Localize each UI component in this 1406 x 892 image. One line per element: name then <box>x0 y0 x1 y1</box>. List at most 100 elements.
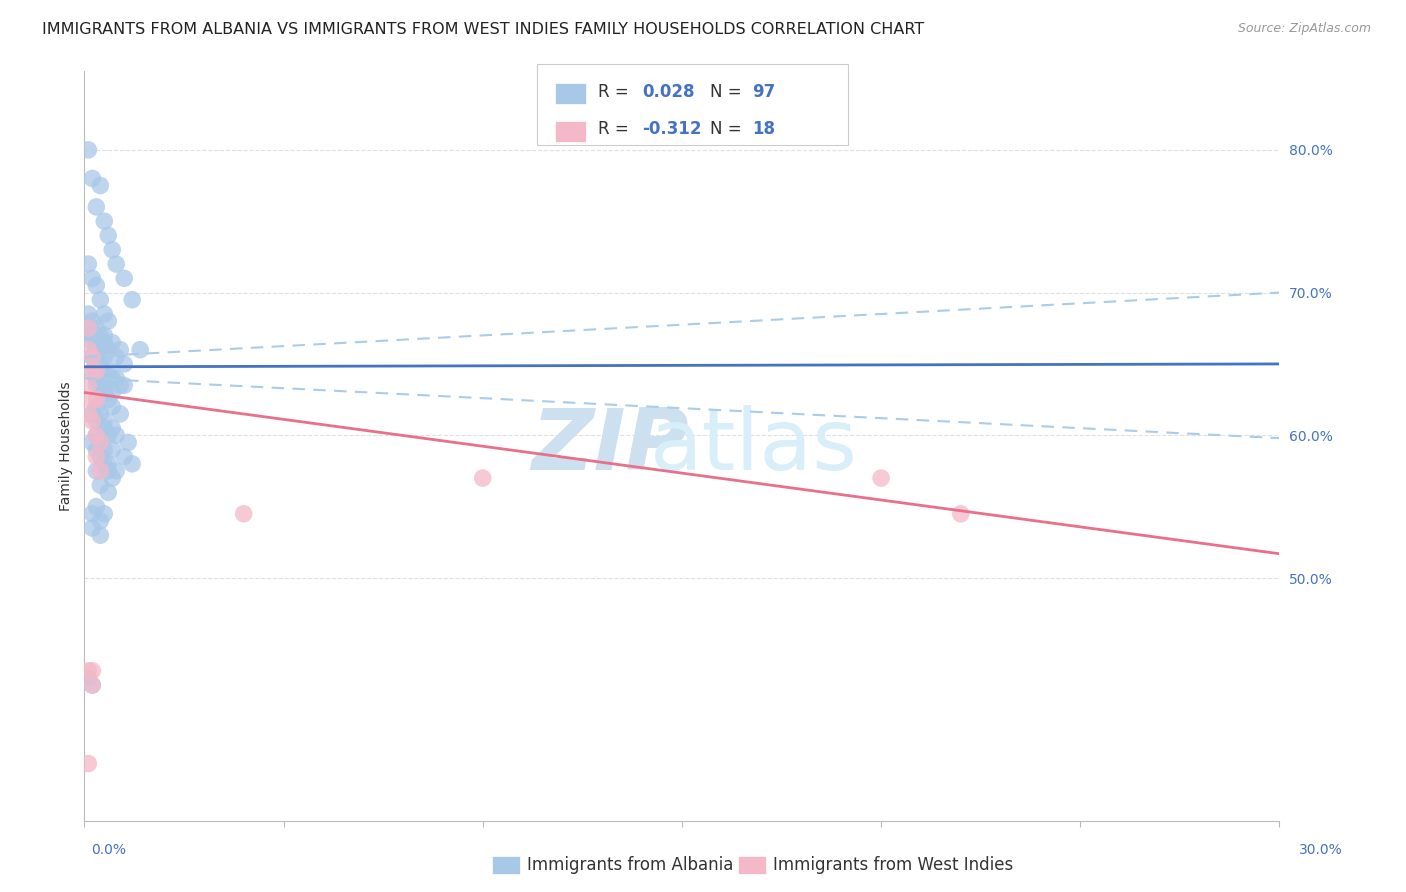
Point <box>82 364 104 378</box>
Point <box>97 314 120 328</box>
Point <box>82 392 104 407</box>
Point <box>77 257 100 271</box>
Point <box>93 307 115 321</box>
Point <box>89 357 111 371</box>
Point <box>77 407 100 421</box>
Point <box>77 664 100 678</box>
Point <box>93 442 115 457</box>
Text: N =: N = <box>710 83 747 101</box>
Point <box>89 407 111 421</box>
Point <box>89 478 111 492</box>
Point <box>232 507 254 521</box>
Point <box>86 450 108 464</box>
Point <box>110 407 132 421</box>
Point <box>77 343 100 357</box>
Point <box>89 435 111 450</box>
Point <box>86 464 108 478</box>
Text: -0.312: -0.312 <box>643 120 702 138</box>
Point <box>86 371 108 385</box>
Point <box>97 343 120 357</box>
Point <box>86 414 108 428</box>
Point <box>101 385 124 400</box>
Point <box>101 471 124 485</box>
Point <box>121 457 143 471</box>
Point <box>112 357 135 371</box>
Point <box>86 343 108 357</box>
Point <box>93 364 115 378</box>
Point <box>93 385 115 400</box>
Point <box>89 450 111 464</box>
Point <box>86 442 108 457</box>
Point <box>101 371 124 385</box>
Point <box>93 335 115 350</box>
Point <box>86 428 108 442</box>
Point <box>93 457 115 471</box>
Point <box>93 214 115 228</box>
Point <box>105 428 128 442</box>
Text: Immigrants from Albania: Immigrants from Albania <box>527 856 734 874</box>
Text: N =: N = <box>710 120 747 138</box>
Text: IMMIGRANTS FROM ALBANIA VS IMMIGRANTS FROM WEST INDIES FAMILY HOUSEHOLDS CORRELA: IMMIGRANTS FROM ALBANIA VS IMMIGRANTS FR… <box>42 22 924 37</box>
Point <box>129 343 152 357</box>
Text: R =: R = <box>598 120 634 138</box>
Point <box>82 414 104 428</box>
Text: atlas: atlas <box>650 404 858 488</box>
Point <box>89 343 111 357</box>
Point <box>93 328 115 343</box>
Point <box>86 350 108 364</box>
Point <box>82 271 104 285</box>
Point <box>82 507 104 521</box>
Point <box>105 350 128 364</box>
Point <box>97 485 120 500</box>
Point <box>86 500 108 514</box>
Point <box>117 435 139 450</box>
Text: 0.028: 0.028 <box>643 83 695 101</box>
Text: ZIP: ZIP <box>531 404 689 488</box>
Point <box>101 442 124 457</box>
Point <box>82 521 104 535</box>
Point <box>870 471 893 485</box>
Text: 18: 18 <box>752 120 775 138</box>
Point <box>86 278 108 293</box>
Point <box>77 321 100 335</box>
Point <box>97 457 120 471</box>
Point <box>101 243 124 257</box>
Point <box>97 371 120 385</box>
Text: Immigrants from West Indies: Immigrants from West Indies <box>773 856 1014 874</box>
Point <box>77 307 100 321</box>
Point <box>89 528 111 542</box>
Point <box>93 350 115 364</box>
Point <box>93 507 115 521</box>
Point <box>89 357 111 371</box>
Point <box>82 350 104 364</box>
Point <box>86 392 108 407</box>
Y-axis label: Family Households: Family Households <box>59 381 73 511</box>
Point <box>77 321 100 335</box>
Point <box>82 678 104 692</box>
Point <box>97 464 120 478</box>
Point <box>112 450 135 464</box>
Point <box>93 421 115 435</box>
Point <box>89 464 111 478</box>
Point <box>110 378 132 392</box>
Point <box>121 293 143 307</box>
Point <box>86 321 108 335</box>
Text: 30.0%: 30.0% <box>1299 843 1343 857</box>
Point <box>105 371 128 385</box>
Point <box>105 464 128 478</box>
Point <box>112 271 135 285</box>
Point <box>86 357 108 371</box>
Point <box>97 371 120 385</box>
Point <box>77 328 100 343</box>
Point <box>97 428 120 442</box>
Point <box>86 378 108 392</box>
Point <box>86 364 108 378</box>
Point <box>89 378 111 392</box>
Point <box>77 756 100 771</box>
Point <box>82 435 104 450</box>
Point <box>82 364 104 378</box>
Point <box>101 421 124 435</box>
Point <box>112 378 135 392</box>
Point <box>82 350 104 364</box>
Point <box>82 335 104 350</box>
